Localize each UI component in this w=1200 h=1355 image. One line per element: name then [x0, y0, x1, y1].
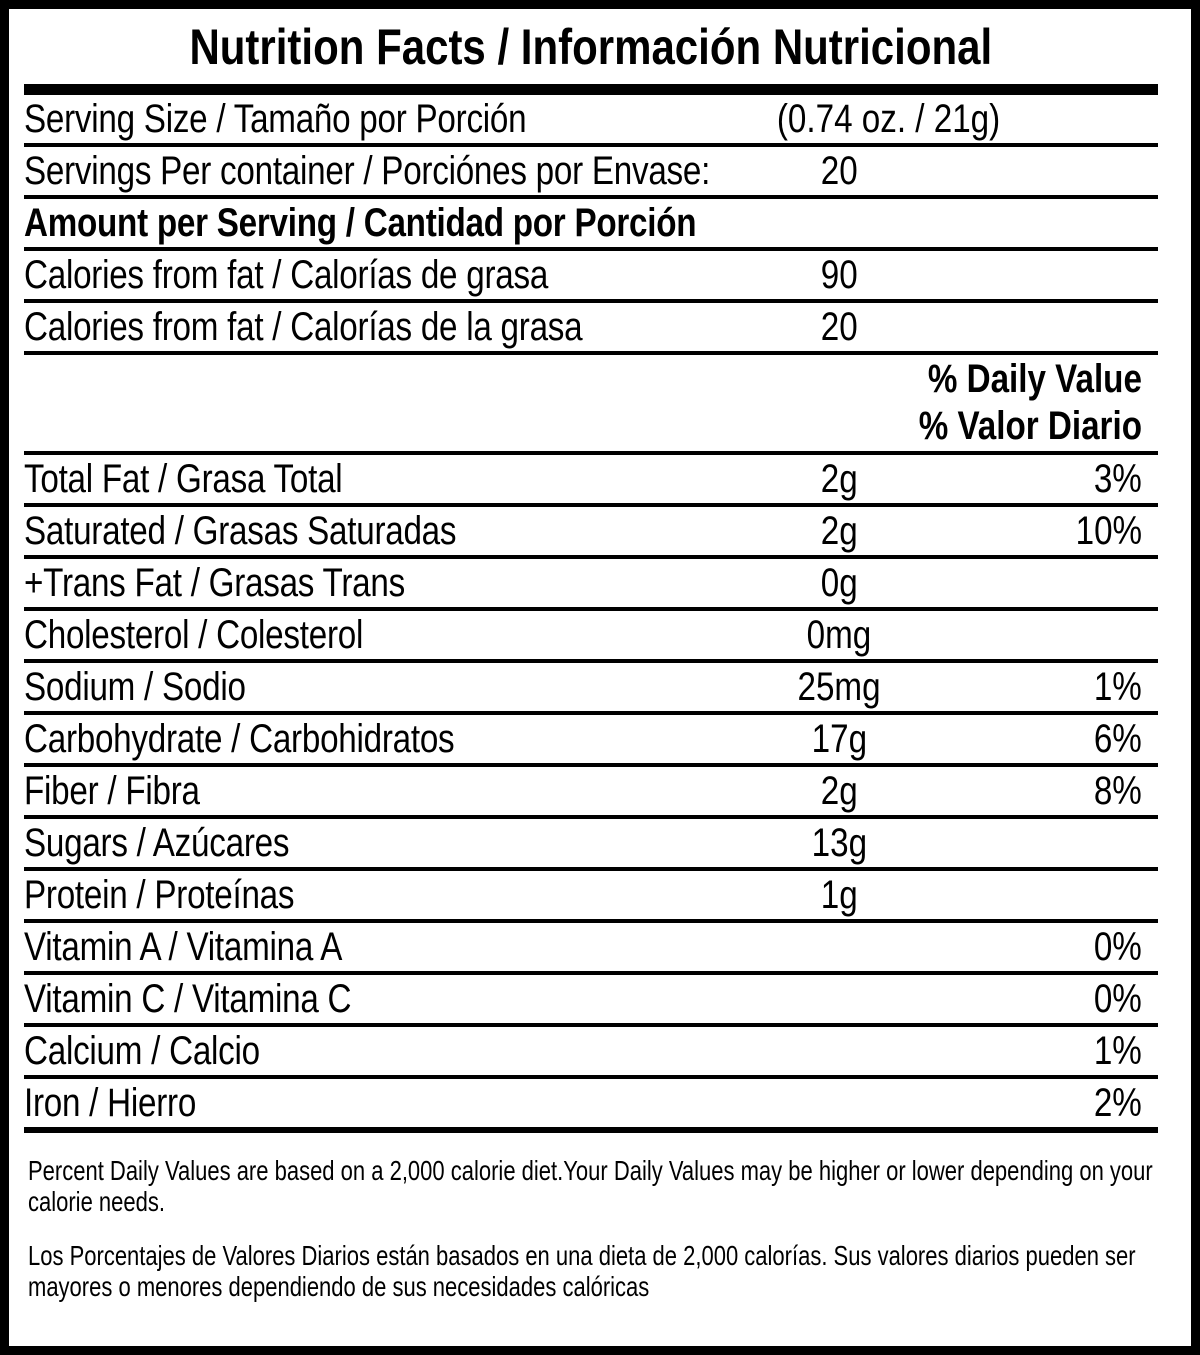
iron-percent: 2% — [1094, 1080, 1142, 1125]
sodium-amount: 25mg — [797, 664, 881, 709]
trans-fat-label: +Trans Fat / Grasas Trans — [24, 560, 405, 605]
row-total-fat: Total Fat / Grasa Total 2g 3% — [24, 455, 1158, 507]
calcium-percent: 1% — [1094, 1028, 1142, 1073]
calories-from-fat-1-value: 90 — [820, 252, 858, 297]
vitamin-c-percent: 0% — [1094, 976, 1142, 1021]
row-iron: Iron / Hierro 2% — [24, 1079, 1158, 1133]
serving-size-value: (0.74 oz. / 21g) — [777, 96, 1001, 141]
sugars-label: Sugars / Azúcares — [24, 820, 290, 865]
footnote-es: Los Porcentajes de Valores Diarios están… — [28, 1240, 1136, 1302]
row-protein: Protein / Proteínas 1g — [24, 871, 1158, 923]
calories-from-fat-1-label: Calories from fat / Calorías de grasa — [24, 252, 549, 297]
row-servings-per-container: Servings Per container / Porciónes por E… — [24, 147, 1158, 199]
page-title: Nutrition Facts / Información Nutriciona… — [189, 18, 993, 75]
total-fat-amount: 2g — [820, 456, 858, 501]
row-carbohydrate: Carbohydrate / Carbohidratos 17g 6% — [24, 715, 1158, 767]
row-calcium: Calcium / Calcio 1% — [24, 1027, 1158, 1079]
row-saturated-fat: Saturated / Grasas Saturadas 2g 10% — [24, 507, 1158, 559]
sodium-percent: 1% — [1094, 664, 1142, 709]
vitamin-a-label: Vitamin A / Vitamina A — [24, 924, 343, 969]
saturated-fat-percent: 10% — [1075, 508, 1142, 553]
saturated-fat-label: Saturated / Grasas Saturadas — [24, 508, 457, 553]
footnotes: Percent Daily Values are based on a 2,00… — [24, 1133, 1158, 1302]
calories-from-fat-2-label: Calories from fat / Calorías de la grasa — [24, 304, 583, 349]
total-fat-label: Total Fat / Grasa Total — [24, 456, 343, 501]
cholesterol-amount: 0mg — [806, 612, 872, 657]
protein-amount: 1g — [820, 872, 858, 917]
row-cholesterol: Cholesterol / Colesterol 0mg — [24, 611, 1158, 663]
row-trans-fat: +Trans Fat / Grasas Trans 0g — [24, 559, 1158, 611]
row-vitamin-c: Vitamin C / Vitamina C 0% — [24, 975, 1158, 1027]
daily-value-header: % Daily Value % Valor Diario — [24, 355, 1158, 455]
row-fiber: Fiber / Fibra 2g 8% — [24, 767, 1158, 819]
fiber-percent: 8% — [1094, 768, 1142, 813]
sugars-amount: 13g — [811, 820, 867, 865]
vitamin-c-label: Vitamin C / Vitamina C — [24, 976, 352, 1021]
trans-fat-amount: 0g — [820, 560, 858, 605]
calcium-label: Calcium / Calcio — [24, 1028, 260, 1073]
amount-per-serving-header: Amount per Serving / Cantidad por Porció… — [24, 200, 697, 245]
row-calories-from-fat-1: Calories from fat / Calorías de grasa 90 — [24, 251, 1158, 303]
serving-size-label: Serving Size / Tamaño por Porción — [24, 96, 527, 141]
servings-per-container-label: Servings Per container / Porciónes por E… — [24, 148, 711, 193]
label-content: Nutrition Facts / Información Nutriciona… — [24, 9, 1158, 1302]
daily-value-header-es: % Valor Diario — [918, 404, 1142, 448]
row-serving-size: Serving Size / Tamaño por Porción (0.74 … — [24, 95, 1158, 147]
carbohydrate-percent: 6% — [1094, 716, 1142, 761]
sodium-label: Sodium / Sodio — [24, 664, 246, 709]
row-sugars: Sugars / Azúcares 13g — [24, 819, 1158, 871]
saturated-fat-amount: 2g — [820, 508, 858, 553]
title-divider-bar — [24, 84, 1158, 95]
row-amount-per-serving: Amount per Serving / Cantidad por Porció… — [24, 199, 1158, 251]
cholesterol-label: Cholesterol / Colesterol — [24, 612, 364, 657]
fiber-amount: 2g — [820, 768, 858, 813]
calories-from-fat-2-value: 20 — [820, 304, 858, 349]
label-header: Nutrition Facts / Información Nutriciona… — [24, 9, 1158, 84]
servings-per-container-value: 20 — [820, 148, 858, 193]
row-calories-from-fat-2: Calories from fat / Calorías de la grasa… — [24, 303, 1158, 355]
footnote-en: Percent Daily Values are based on a 2,00… — [28, 1155, 1153, 1217]
iron-label: Iron / Hierro — [24, 1080, 197, 1125]
vitamin-a-percent: 0% — [1094, 924, 1142, 969]
carbohydrate-amount: 17g — [811, 716, 867, 761]
total-fat-percent: 3% — [1094, 456, 1142, 501]
protein-label: Protein / Proteínas — [24, 872, 295, 917]
row-sodium: Sodium / Sodio 25mg 1% — [24, 663, 1158, 715]
fiber-label: Fiber / Fibra — [24, 768, 200, 813]
row-vitamin-a: Vitamin A / Vitamina A 0% — [24, 923, 1158, 975]
daily-value-header-en: % Daily Value — [927, 357, 1142, 401]
carbohydrate-label: Carbohydrate / Carbohidratos — [24, 716, 455, 761]
